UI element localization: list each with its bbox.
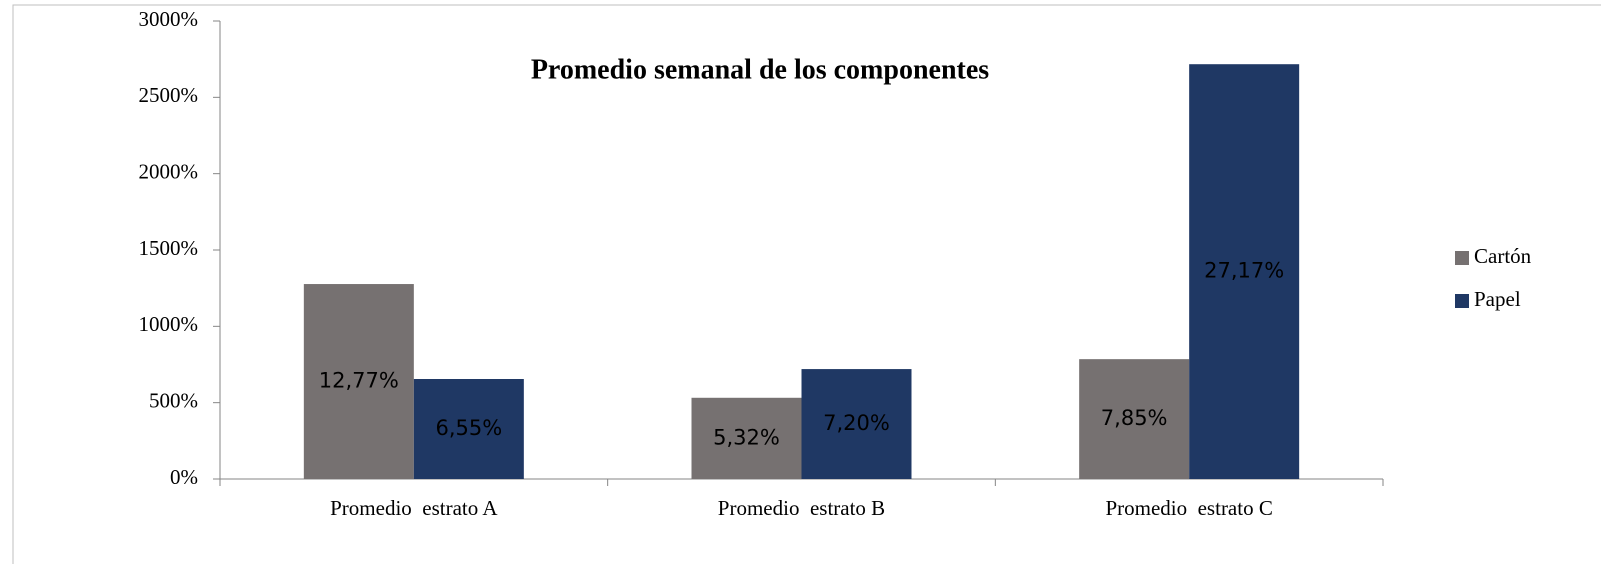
y-tick-label: 0% <box>170 465 198 489</box>
y-tick-label: 1500% <box>139 236 199 260</box>
y-tick-label: 2000% <box>139 159 199 183</box>
y-tick-label: 1000% <box>139 312 199 336</box>
legend-label: Cartón <box>1474 244 1532 268</box>
value-label: 5,32% <box>713 425 780 449</box>
value-label: 7,20% <box>823 411 890 435</box>
bar <box>1079 359 1190 479</box>
x-tick-label: Promedio estrato C <box>1105 496 1272 520</box>
legend-swatch <box>1455 251 1469 265</box>
value-label: 27,17% <box>1204 259 1284 283</box>
bar <box>303 284 414 479</box>
x-tick-label: Promedio estrato B <box>718 496 885 520</box>
bar <box>1189 64 1300 480</box>
y-tick-label: 2500% <box>139 83 199 107</box>
value-label: 12,77% <box>319 369 399 393</box>
y-tick-label: 500% <box>149 388 198 412</box>
value-label: 7,85% <box>1101 406 1168 430</box>
legend-swatch <box>1455 294 1469 308</box>
value-label: 6,55% <box>435 416 502 440</box>
x-tick-label: Promedio estrato A <box>330 496 498 520</box>
chart-border <box>12 4 1601 564</box>
chart-title: Promedio semanal de los componentes <box>531 54 989 85</box>
y-tick-label: 3000% <box>139 7 199 31</box>
bar <box>691 397 802 479</box>
bar <box>413 379 524 479</box>
legend-label: Papel <box>1474 287 1521 311</box>
bar <box>801 369 912 479</box>
